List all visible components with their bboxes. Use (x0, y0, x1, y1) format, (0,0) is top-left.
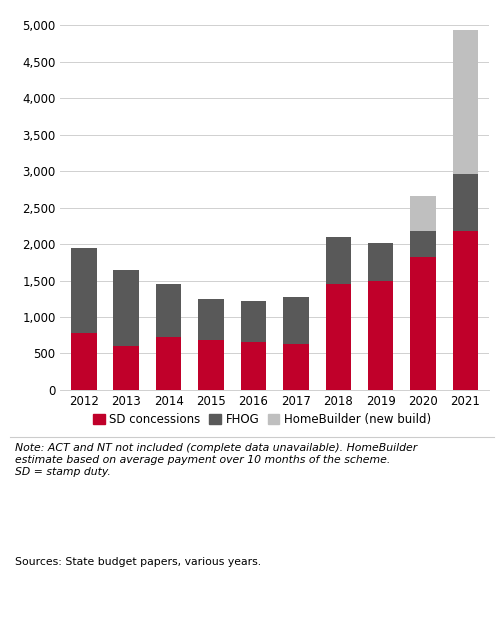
Bar (156, 284, 181, 337)
Bar (199, 340, 224, 390)
Legend: SD concessions, FHOG, HomeBuilder (new build): SD concessions, FHOG, HomeBuilder (new b… (88, 408, 436, 431)
Bar (199, 299, 224, 340)
Bar (241, 342, 266, 390)
Bar (71, 248, 97, 333)
Bar (410, 257, 436, 390)
Bar (410, 196, 436, 231)
Text: Note: ACT and NT not included (complete data unavailable). HomeBuilder
estimate : Note: ACT and NT not included (complete … (15, 443, 417, 477)
Bar (156, 337, 181, 390)
Bar (453, 30, 478, 174)
Bar (241, 301, 266, 342)
Bar (368, 281, 394, 390)
Bar (283, 298, 308, 344)
Text: Sources: State budget papers, various years.: Sources: State budget papers, various ye… (15, 557, 261, 567)
Bar (283, 344, 308, 390)
Bar (113, 346, 139, 390)
Bar (71, 333, 97, 390)
Bar (453, 231, 478, 390)
Bar (410, 231, 436, 257)
Bar (453, 174, 478, 231)
Bar (326, 284, 351, 390)
Bar (368, 243, 394, 281)
Bar (326, 237, 351, 284)
Bar (113, 270, 139, 346)
